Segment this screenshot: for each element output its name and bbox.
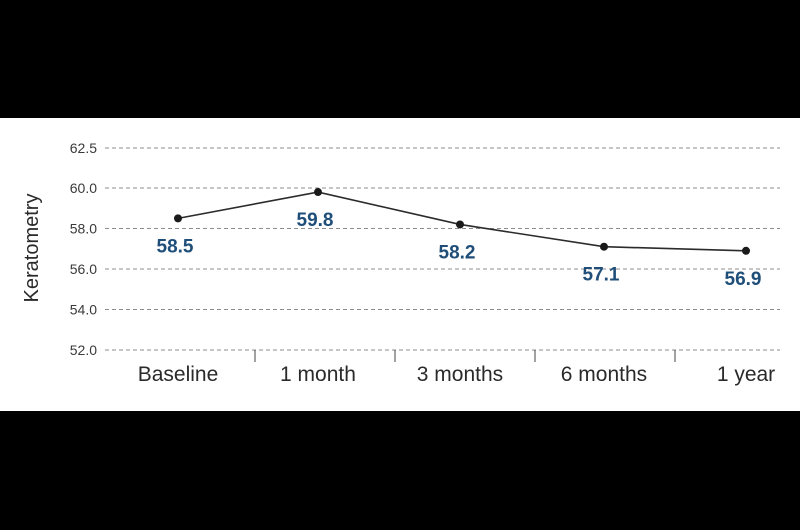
data-point [456, 220, 464, 229]
data-label: 58.5 [157, 236, 194, 257]
chart-panel [0, 118, 800, 411]
data-point [742, 246, 750, 255]
y-tick-label: 62.5 [70, 140, 97, 156]
data-label: 56.9 [725, 269, 762, 290]
data-points [174, 188, 750, 255]
y-tick-label: 56.0 [70, 261, 97, 277]
y-tick-label: 52.0 [70, 342, 97, 358]
x-tick-label: 6 months [561, 363, 647, 386]
x-axis-dividers [254, 350, 676, 362]
data-point [174, 214, 182, 223]
data-label: 58.2 [439, 242, 476, 263]
x-tick-label: Baseline [138, 363, 219, 386]
x-tick-label: 1 month [280, 363, 356, 386]
data-point [600, 242, 608, 251]
data-label: 59.8 [297, 210, 334, 231]
x-tick-label: 1 year [717, 363, 775, 386]
x-tick-labels: Baseline 1 month 3 months 6 months 1 year [138, 363, 775, 386]
y-tick-label: 54.0 [70, 302, 97, 318]
data-point [314, 188, 322, 197]
y-tick-labels: 52.0 54.0 56.0 58.0 60.0 62.5 [70, 140, 97, 358]
x-tick-label: 3 months [417, 363, 503, 386]
grid-lines [105, 147, 780, 351]
y-tick-label: 58.0 [70, 221, 97, 237]
y-axis-label: Keratometry [21, 194, 43, 303]
data-label: 57.1 [583, 265, 620, 286]
y-tick-label: 60.0 [70, 180, 97, 196]
data-labels: 58.5 59.8 58.2 57.1 56.9 [157, 210, 762, 290]
